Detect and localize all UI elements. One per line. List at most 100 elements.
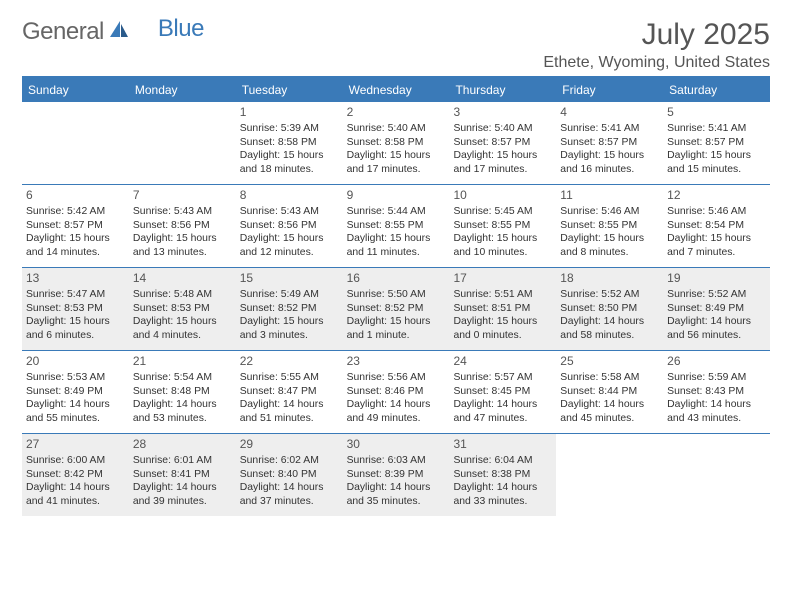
day-header-row: Sunday Monday Tuesday Wednesday Thursday… — [22, 78, 770, 102]
day-number: 24 — [453, 354, 552, 370]
logo: General Blue — [22, 18, 204, 46]
day-number: 30 — [347, 437, 446, 453]
daylight-line: Daylight: 14 hours and 55 minutes. — [26, 398, 125, 425]
day-number: 11 — [560, 188, 659, 204]
daylight-line: Daylight: 15 hours and 8 minutes. — [560, 232, 659, 259]
sunset-line: Sunset: 8:57 PM — [560, 136, 659, 150]
calendar-cell — [22, 102, 129, 184]
day-number: 21 — [133, 354, 232, 370]
sunset-line: Sunset: 8:47 PM — [240, 385, 339, 399]
day-number: 1 — [240, 105, 339, 121]
calendar-cell: 17Sunrise: 5:51 AMSunset: 8:51 PMDayligh… — [449, 268, 556, 350]
calendar-cell: 30Sunrise: 6:03 AMSunset: 8:39 PMDayligh… — [343, 434, 450, 516]
day-number: 29 — [240, 437, 339, 453]
sunset-line: Sunset: 8:58 PM — [347, 136, 446, 150]
daylight-line: Daylight: 14 hours and 49 minutes. — [347, 398, 446, 425]
daylight-line: Daylight: 15 hours and 10 minutes. — [453, 232, 552, 259]
sunset-line: Sunset: 8:52 PM — [347, 302, 446, 316]
day-number: 12 — [667, 188, 766, 204]
sunset-line: Sunset: 8:45 PM — [453, 385, 552, 399]
sunrise-line: Sunrise: 5:41 AM — [560, 122, 659, 136]
sunset-line: Sunset: 8:46 PM — [347, 385, 446, 399]
sunrise-line: Sunrise: 5:46 AM — [560, 205, 659, 219]
day-header-thu: Thursday — [449, 78, 556, 102]
day-number: 15 — [240, 271, 339, 287]
day-header-tue: Tuesday — [236, 78, 343, 102]
calendar-cell: 20Sunrise: 5:53 AMSunset: 8:49 PMDayligh… — [22, 351, 129, 433]
daylight-line: Daylight: 15 hours and 14 minutes. — [26, 232, 125, 259]
sunset-line: Sunset: 8:50 PM — [560, 302, 659, 316]
daylight-line: Daylight: 14 hours and 47 minutes. — [453, 398, 552, 425]
sunset-line: Sunset: 8:53 PM — [133, 302, 232, 316]
calendar-cell: 7Sunrise: 5:43 AMSunset: 8:56 PMDaylight… — [129, 185, 236, 267]
calendar-cell: 16Sunrise: 5:50 AMSunset: 8:52 PMDayligh… — [343, 268, 450, 350]
sunset-line: Sunset: 8:49 PM — [667, 302, 766, 316]
sunset-line: Sunset: 8:51 PM — [453, 302, 552, 316]
sunrise-line: Sunrise: 5:50 AM — [347, 288, 446, 302]
calendar-cell: 3Sunrise: 5:40 AMSunset: 8:57 PMDaylight… — [449, 102, 556, 184]
logo-text-general: General — [22, 18, 104, 46]
calendar-cell: 25Sunrise: 5:58 AMSunset: 8:44 PMDayligh… — [556, 351, 663, 433]
daylight-line: Daylight: 15 hours and 17 minutes. — [347, 149, 446, 176]
sunset-line: Sunset: 8:53 PM — [26, 302, 125, 316]
sunrise-line: Sunrise: 5:49 AM — [240, 288, 339, 302]
daylight-line: Daylight: 14 hours and 37 minutes. — [240, 481, 339, 508]
daylight-line: Daylight: 14 hours and 53 minutes. — [133, 398, 232, 425]
calendar-cell: 28Sunrise: 6:01 AMSunset: 8:41 PMDayligh… — [129, 434, 236, 516]
calendar-cell: 9Sunrise: 5:44 AMSunset: 8:55 PMDaylight… — [343, 185, 450, 267]
calendar-cell: 23Sunrise: 5:56 AMSunset: 8:46 PMDayligh… — [343, 351, 450, 433]
sunset-line: Sunset: 8:49 PM — [26, 385, 125, 399]
location: Ethete, Wyoming, United States — [543, 54, 770, 72]
calendar-cell: 14Sunrise: 5:48 AMSunset: 8:53 PMDayligh… — [129, 268, 236, 350]
daylight-line: Daylight: 15 hours and 6 minutes. — [26, 315, 125, 342]
calendar-cell: 19Sunrise: 5:52 AMSunset: 8:49 PMDayligh… — [663, 268, 770, 350]
sunset-line: Sunset: 8:39 PM — [347, 468, 446, 482]
daylight-line: Daylight: 15 hours and 16 minutes. — [560, 149, 659, 176]
calendar-week: 13Sunrise: 5:47 AMSunset: 8:53 PMDayligh… — [22, 268, 770, 351]
sunrise-line: Sunrise: 5:41 AM — [667, 122, 766, 136]
calendar-cell: 27Sunrise: 6:00 AMSunset: 8:42 PMDayligh… — [22, 434, 129, 516]
daylight-line: Daylight: 14 hours and 33 minutes. — [453, 481, 552, 508]
daylight-line: Daylight: 14 hours and 56 minutes. — [667, 315, 766, 342]
day-number: 14 — [133, 271, 232, 287]
day-number: 16 — [347, 271, 446, 287]
daylight-line: Daylight: 15 hours and 1 minute. — [347, 315, 446, 342]
day-number: 9 — [347, 188, 446, 204]
calendar-cell: 22Sunrise: 5:55 AMSunset: 8:47 PMDayligh… — [236, 351, 343, 433]
day-number: 19 — [667, 271, 766, 287]
sunset-line: Sunset: 8:52 PM — [240, 302, 339, 316]
day-number: 31 — [453, 437, 552, 453]
calendar-cell: 1Sunrise: 5:39 AMSunset: 8:58 PMDaylight… — [236, 102, 343, 184]
calendar-cell: 11Sunrise: 5:46 AMSunset: 8:55 PMDayligh… — [556, 185, 663, 267]
sunset-line: Sunset: 8:41 PM — [133, 468, 232, 482]
calendar-cell: 4Sunrise: 5:41 AMSunset: 8:57 PMDaylight… — [556, 102, 663, 184]
daylight-line: Daylight: 14 hours and 51 minutes. — [240, 398, 339, 425]
sunrise-line: Sunrise: 5:40 AM — [453, 122, 552, 136]
sunset-line: Sunset: 8:55 PM — [560, 219, 659, 233]
calendar-week: 20Sunrise: 5:53 AMSunset: 8:49 PMDayligh… — [22, 351, 770, 434]
day-number: 23 — [347, 354, 446, 370]
sunrise-line: Sunrise: 5:51 AM — [453, 288, 552, 302]
calendar-cell — [129, 102, 236, 184]
sunrise-line: Sunrise: 6:01 AM — [133, 454, 232, 468]
day-number: 6 — [26, 188, 125, 204]
daylight-line: Daylight: 15 hours and 3 minutes. — [240, 315, 339, 342]
day-number: 2 — [347, 105, 446, 121]
calendar-cell: 29Sunrise: 6:02 AMSunset: 8:40 PMDayligh… — [236, 434, 343, 516]
sunrise-line: Sunrise: 6:02 AM — [240, 454, 339, 468]
day-number: 17 — [453, 271, 552, 287]
logo-text-blue: Blue — [158, 15, 204, 43]
calendar-cell: 10Sunrise: 5:45 AMSunset: 8:55 PMDayligh… — [449, 185, 556, 267]
sunset-line: Sunset: 8:44 PM — [560, 385, 659, 399]
sunset-line: Sunset: 8:55 PM — [347, 219, 446, 233]
daylight-line: Daylight: 15 hours and 17 minutes. — [453, 149, 552, 176]
sunrise-line: Sunrise: 5:43 AM — [133, 205, 232, 219]
sunset-line: Sunset: 8:55 PM — [453, 219, 552, 233]
calendar-cell — [556, 434, 663, 516]
sunrise-line: Sunrise: 5:47 AM — [26, 288, 125, 302]
calendar-cell: 5Sunrise: 5:41 AMSunset: 8:57 PMDaylight… — [663, 102, 770, 184]
daylight-line: Daylight: 15 hours and 18 minutes. — [240, 149, 339, 176]
calendar-cell: 15Sunrise: 5:49 AMSunset: 8:52 PMDayligh… — [236, 268, 343, 350]
sunset-line: Sunset: 8:43 PM — [667, 385, 766, 399]
day-number: 8 — [240, 188, 339, 204]
